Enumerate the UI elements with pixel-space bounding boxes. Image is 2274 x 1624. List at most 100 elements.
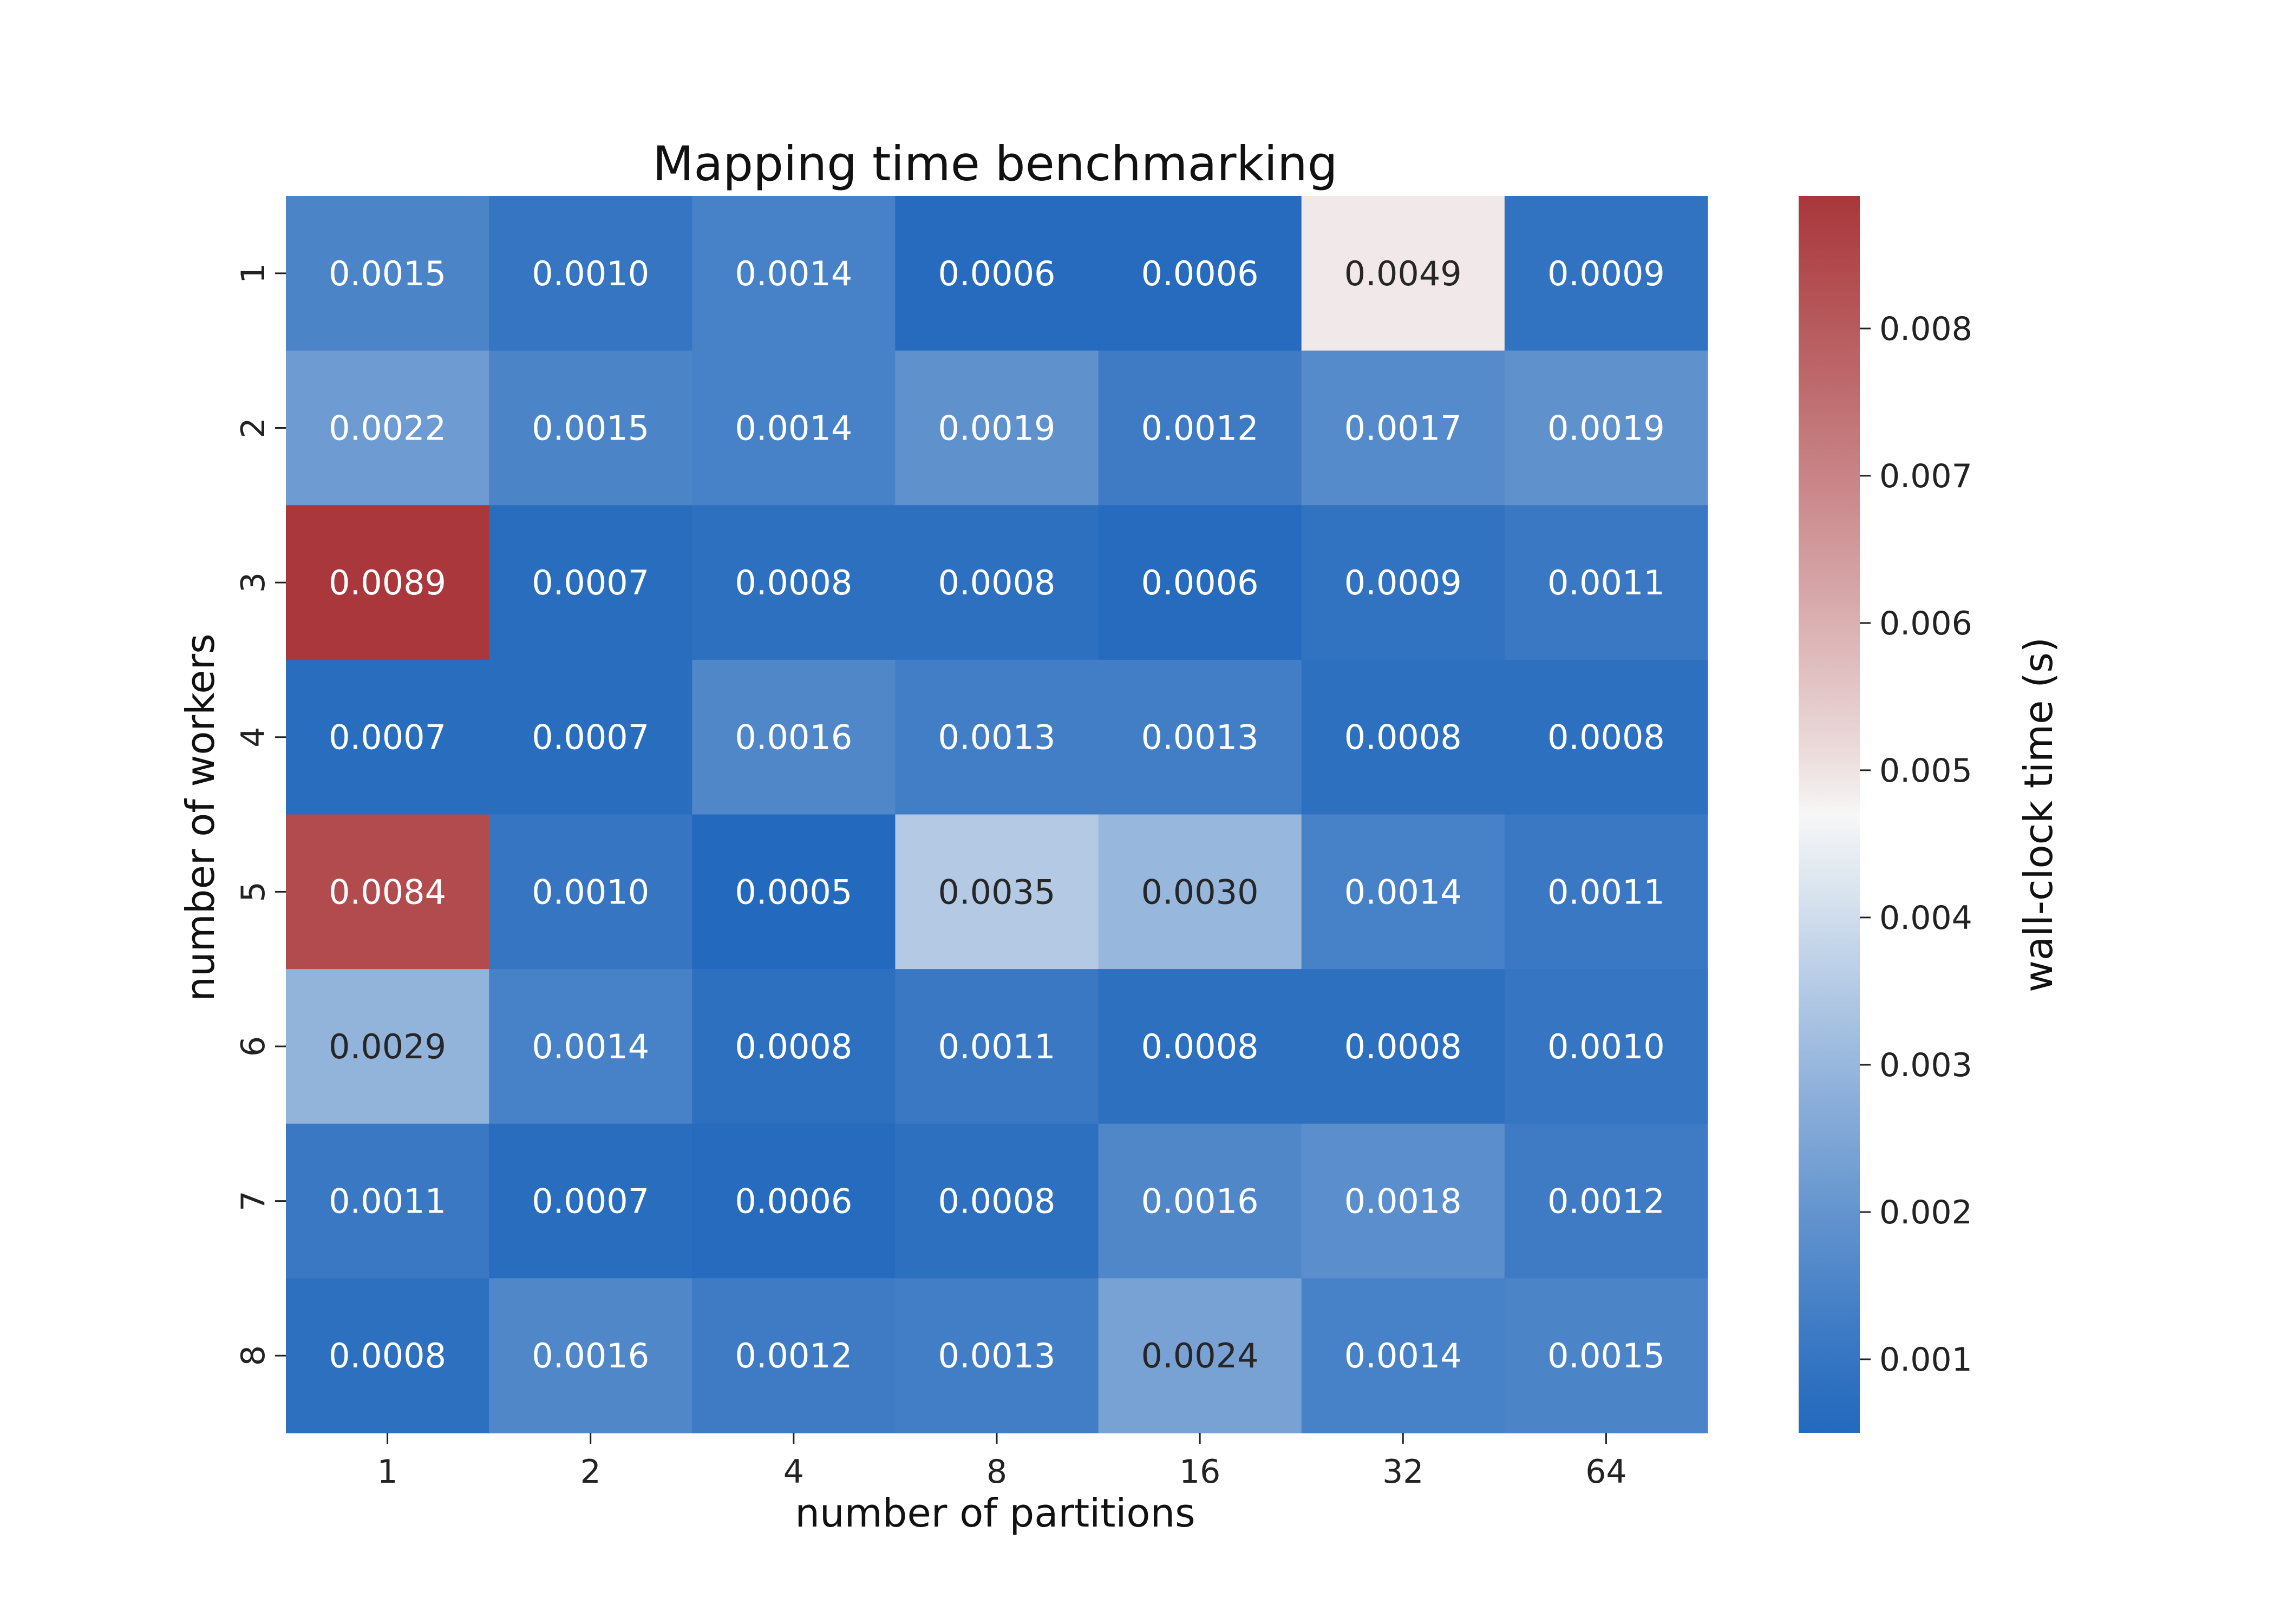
- heatmap-cell: [895, 196, 1099, 351]
- y-tick-label: 4: [234, 727, 272, 748]
- heatmap-cell: [692, 814, 896, 970]
- cell-value-label: 0.0006: [735, 1182, 852, 1221]
- cell-value-label: 0.0010: [1547, 1027, 1665, 1066]
- cell-value-label: 0.0008: [938, 563, 1056, 603]
- cell-value-label: 0.0008: [329, 1336, 446, 1376]
- heatmap-cell: [895, 1123, 1099, 1279]
- cell-value-label: 0.0016: [735, 718, 852, 757]
- cell-value-label: 0.0015: [329, 254, 446, 293]
- heatmap-cell: [692, 1123, 896, 1279]
- cell-value-label: 0.0013: [938, 1336, 1056, 1376]
- heatmap-cell: [286, 196, 489, 351]
- heatmap-cell: [286, 659, 489, 815]
- heatmap-cell: [1301, 969, 1505, 1124]
- heatmap-cell: [1301, 1278, 1505, 1433]
- cell-value-label: 0.0008: [938, 1182, 1056, 1221]
- cell-value-label: 0.0014: [735, 254, 852, 293]
- heatmap-cells: [286, 196, 1708, 1433]
- heatmap-cell: [1504, 1278, 1708, 1433]
- cell-value-label: 0.0014: [1344, 872, 1462, 912]
- heatmap-cell: [1504, 196, 1708, 351]
- heatmap-cell: [286, 350, 489, 506]
- y-tick-label: 2: [234, 417, 272, 438]
- heatmap-cell: [1301, 350, 1505, 506]
- cell-value-label: 0.0089: [329, 563, 446, 603]
- heatmap-cell: [692, 659, 896, 815]
- cell-value-label: 0.0012: [1547, 1182, 1665, 1221]
- colorbar: [1799, 196, 1860, 1433]
- cell-value-label: 0.0007: [329, 718, 446, 757]
- y-tick-label: 7: [234, 1190, 272, 1211]
- heatmap-cell: [692, 969, 896, 1124]
- colorbar-title: wall-clock time (s): [2016, 637, 2061, 992]
- cell-value-label: 0.0007: [532, 718, 649, 757]
- chart-title: Mapping time benchmarking: [652, 136, 1337, 192]
- heatmap-cell: [1098, 969, 1302, 1124]
- x-axis-title: number of partitions: [795, 1490, 1195, 1536]
- y-tick-label: 6: [234, 1036, 272, 1057]
- heatmap-cell: [489, 814, 692, 970]
- y-tick-label: 8: [234, 1345, 272, 1366]
- x-axis-ticks: 1 2 4 8 16 32 64: [377, 1433, 1627, 1491]
- cell-value-label: 0.0011: [1547, 563, 1665, 603]
- cell-value-label: 0.0011: [1547, 872, 1665, 912]
- colorbar-tick-label: 0.008: [1879, 310, 1972, 348]
- cell-value-label: 0.0013: [1141, 718, 1259, 757]
- cell-value-label: 0.0010: [532, 872, 649, 912]
- cell-value-label: 0.0012: [1141, 408, 1259, 448]
- x-tick-label: 4: [783, 1453, 804, 1491]
- cell-value-label: 0.0007: [532, 1182, 649, 1221]
- cell-value-label: 0.0024: [1141, 1336, 1259, 1376]
- heatmap-cell: [489, 969, 692, 1124]
- x-tick-label: 32: [1382, 1453, 1423, 1491]
- cell-value-label: 0.0019: [1547, 408, 1665, 448]
- cell-value-label: 0.0019: [938, 408, 1056, 448]
- cell-value-label: 0.0029: [329, 1027, 446, 1066]
- cell-value-label: 0.0049: [1344, 254, 1462, 293]
- cell-value-label: 0.0007: [532, 563, 649, 603]
- colorbar-tick-label: 0.001: [1879, 1341, 1972, 1379]
- heatmap-cell: [895, 814, 1099, 970]
- colorbar-ticks: 0.001 0.002 0.003 0.004 0.005 0.006 0.007 0.008: [1860, 310, 1972, 1379]
- heatmap-cell: [692, 350, 896, 506]
- x-tick-label: 64: [1585, 1453, 1626, 1491]
- colorbar-tick-label: 0.007: [1879, 457, 1972, 495]
- cell-value-label: 0.0008: [1141, 1027, 1259, 1066]
- colorbar-tick-label: 0.003: [1879, 1046, 1972, 1084]
- cell-value-label: 0.0006: [1141, 563, 1259, 603]
- heatmap-cell: [1098, 1278, 1302, 1433]
- heatmap-cell: [1504, 814, 1708, 970]
- cell-value-label: 0.0006: [938, 254, 1056, 293]
- heatmap-cell: [489, 505, 692, 660]
- heatmap-cell: [489, 196, 692, 351]
- colorbar-tick-label: 0.004: [1879, 899, 1972, 937]
- heatmap-cell: [1098, 505, 1302, 660]
- cell-value-label: 0.0008: [735, 563, 852, 603]
- heatmap-cell: [1504, 969, 1708, 1124]
- cell-value-label: 0.0030: [1141, 872, 1259, 912]
- cell-value-label: 0.0008: [735, 1027, 852, 1066]
- heatmap-cell: [1098, 1123, 1302, 1279]
- heatmap-cell: [1301, 196, 1505, 351]
- cell-value-label: 0.0014: [532, 1027, 649, 1066]
- cell-value-label: 0.0022: [329, 408, 446, 448]
- heatmap-cell: [895, 969, 1099, 1124]
- heatmap-cell: [1098, 196, 1302, 351]
- x-tick-label: 16: [1179, 1453, 1220, 1491]
- heatmap-cell: [1301, 814, 1505, 970]
- cell-value-label: 0.0014: [1344, 1336, 1462, 1376]
- cell-value-label: 0.0008: [1344, 1027, 1462, 1066]
- colorbar-tick-label: 0.006: [1879, 605, 1972, 643]
- heatmap-cell: [692, 505, 896, 660]
- y-tick-label: 1: [234, 263, 272, 284]
- cell-value-label: 0.0016: [532, 1336, 649, 1376]
- cell-value-label: 0.0017: [1344, 408, 1462, 448]
- cell-value-label: 0.0008: [1344, 718, 1462, 757]
- heatmap-cell: [1301, 505, 1505, 660]
- cell-value-label: 0.0009: [1344, 563, 1462, 603]
- cell-value-label: 0.0035: [938, 872, 1056, 912]
- heatmap-cell: [286, 814, 489, 970]
- cell-value-label: 0.0016: [1141, 1182, 1259, 1221]
- y-axis-ticks: 1 2 3 4 5 6 7 8: [234, 263, 286, 1366]
